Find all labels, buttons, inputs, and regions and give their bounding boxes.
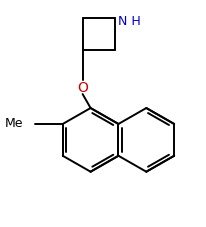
Text: Me: Me — [4, 117, 23, 131]
Text: O: O — [77, 81, 88, 95]
Text: N H: N H — [118, 15, 140, 27]
